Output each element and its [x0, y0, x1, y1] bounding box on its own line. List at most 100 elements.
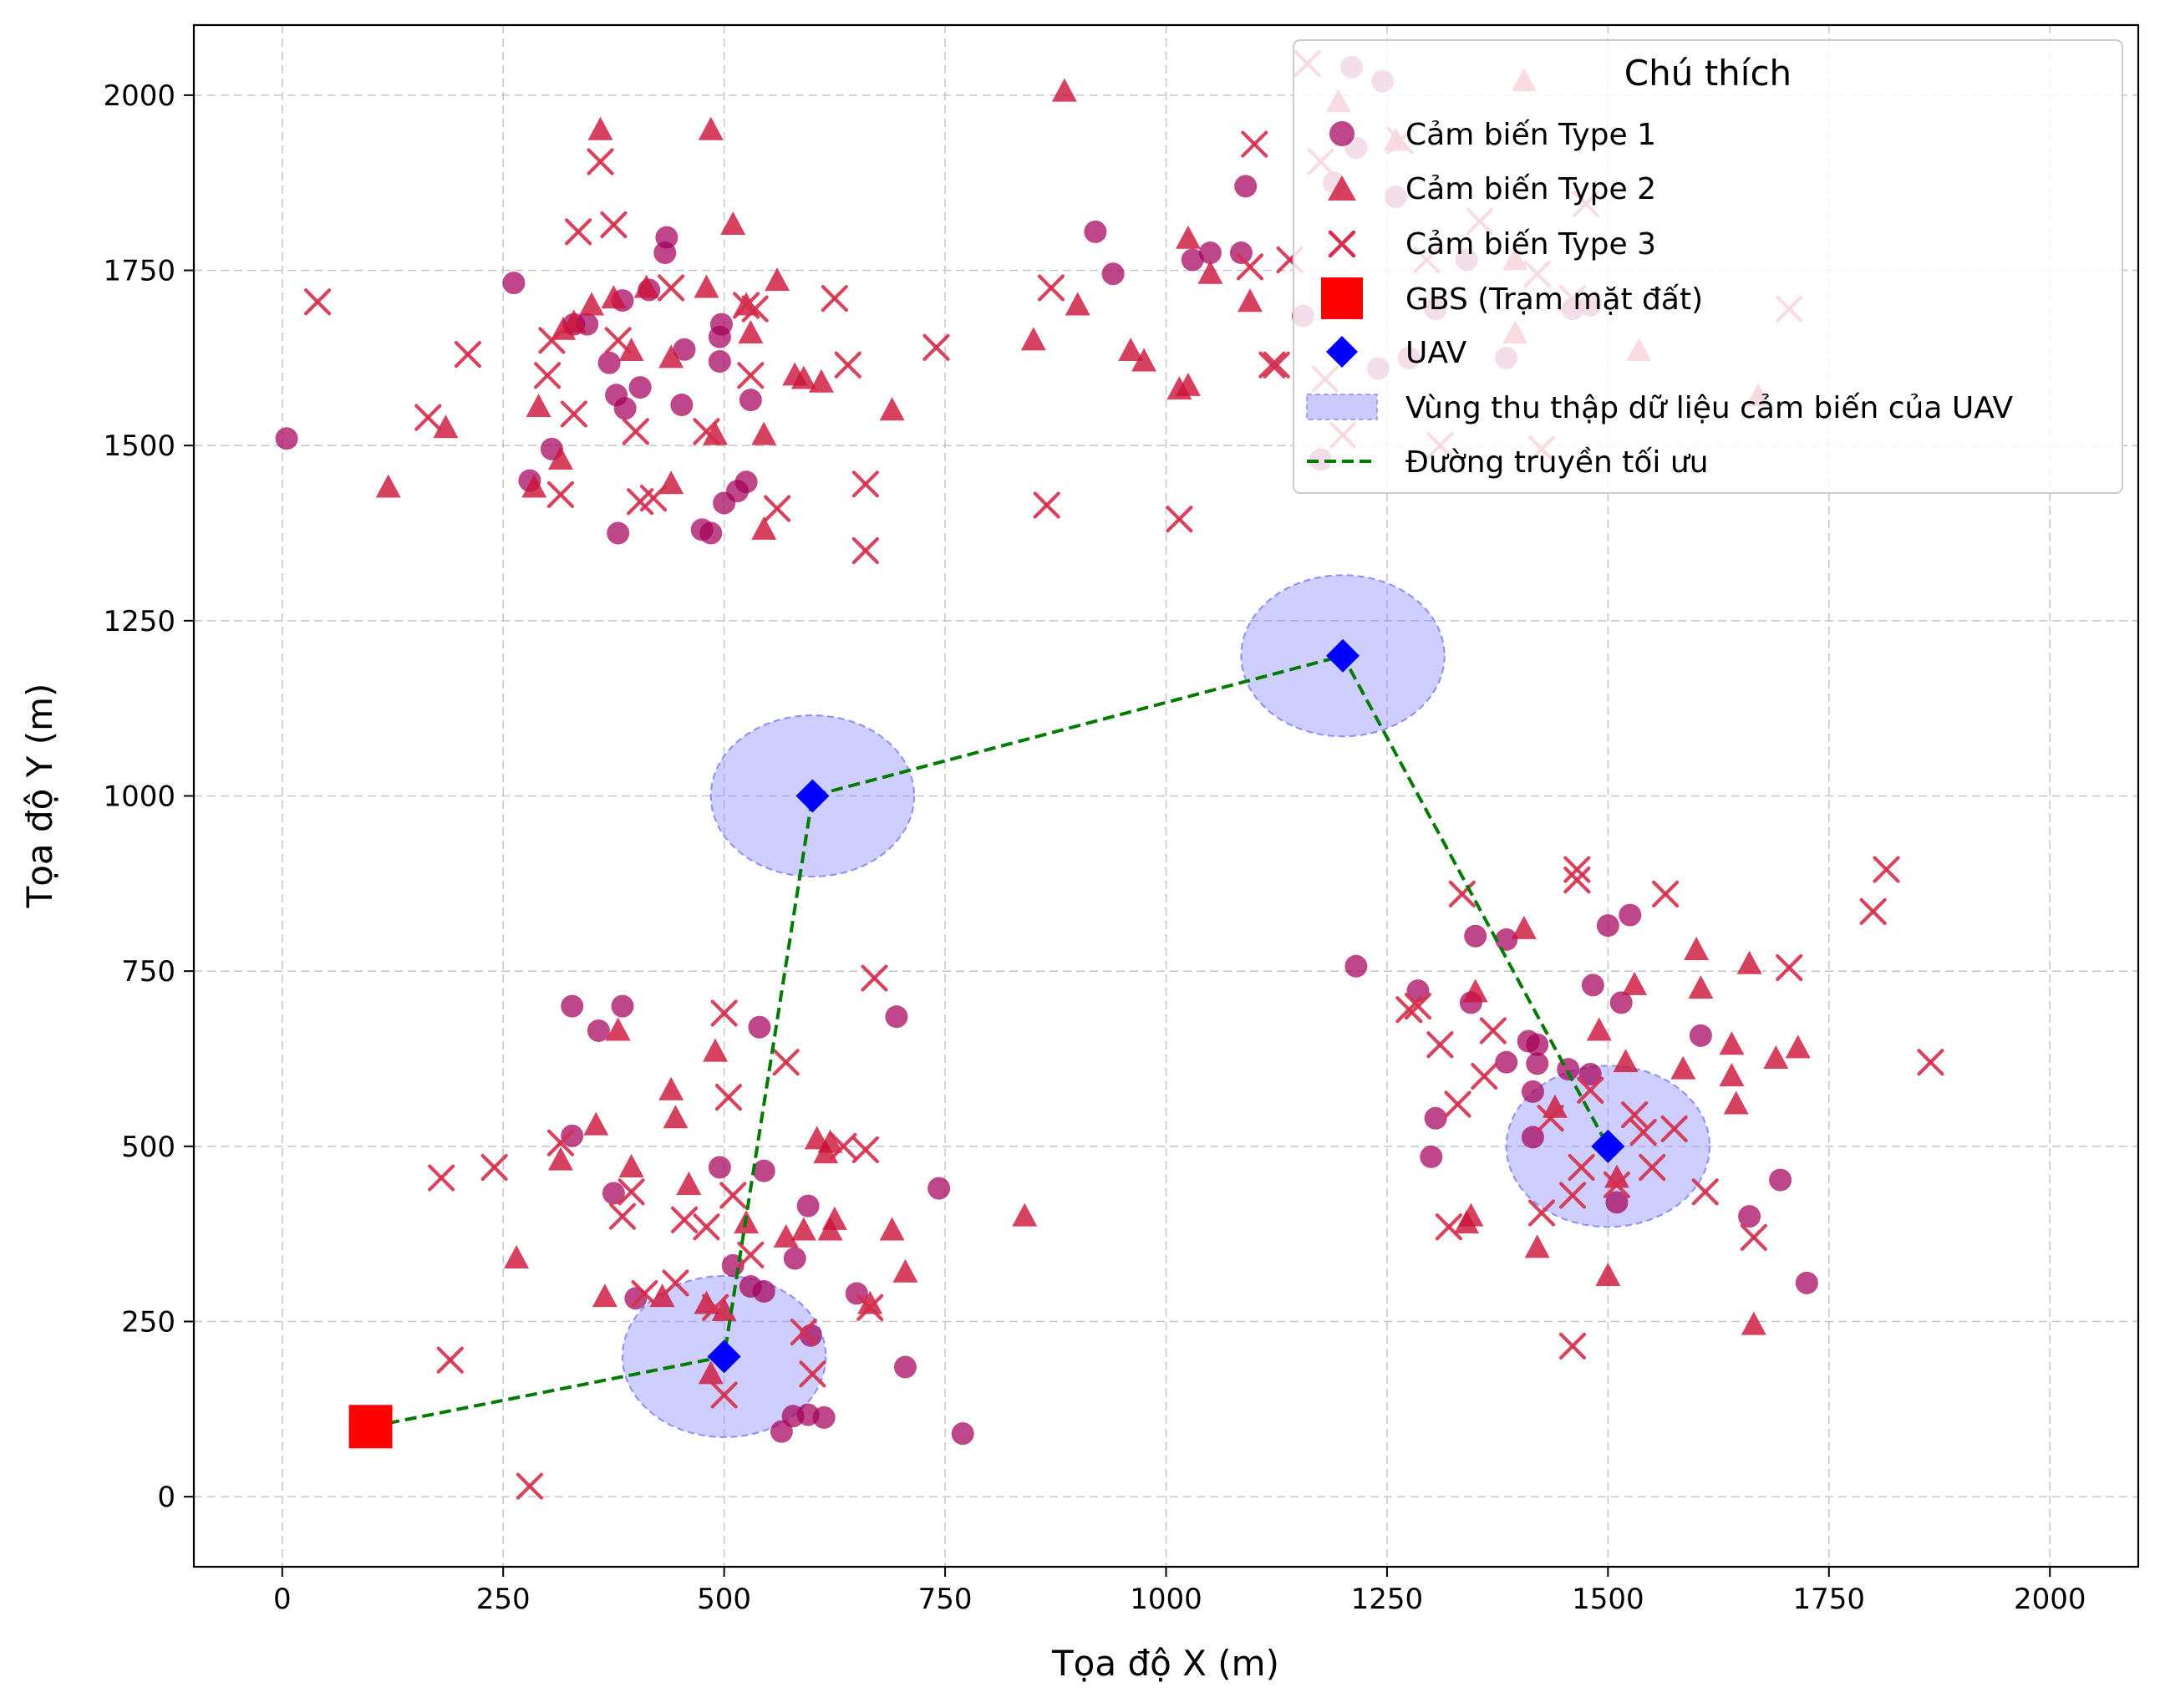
sensor-type2-point: [1670, 1055, 1696, 1080]
sensor-type2-point: [592, 1284, 618, 1308]
sensor-type2-point: [587, 116, 613, 140]
sensor-type1-point: [734, 470, 758, 494]
y-tick-label: 1000: [103, 780, 175, 814]
sensor-type3-point: [861, 964, 888, 992]
sensor-type1-point: [1229, 241, 1253, 265]
x-tick-label: 250: [476, 1583, 531, 1616]
legend-label-region: Vùng thu thập dữ liệu cảm biến của UAV: [1405, 391, 2014, 425]
sensor-type2-point: [703, 421, 729, 445]
sensor-type1-point: [1619, 903, 1642, 927]
sensor-type3-point: [737, 1241, 765, 1268]
sensor-type3-point: [1691, 1178, 1719, 1206]
sensor-type1-point: [1605, 1191, 1629, 1214]
sensor-type2-point: [1785, 1034, 1811, 1059]
sensor-type1-point: [748, 1015, 771, 1039]
sensor-type2-point: [521, 474, 547, 498]
x-tick-label: 1500: [1572, 1583, 1644, 1616]
sensor-type1-point: [1234, 175, 1258, 198]
sensor-type2-point: [808, 369, 834, 393]
sensor-type3-point: [851, 536, 879, 565]
sensor-type1-point: [1424, 1106, 1447, 1130]
sensor-type3-point: [546, 1129, 575, 1156]
sensor-type1-point: [739, 389, 762, 412]
sensor-type1-point: [1084, 220, 1107, 243]
sensor-type1-point: [1181, 248, 1204, 272]
sensor-type3-point: [1859, 897, 1887, 925]
sensor-type1-point: [628, 376, 652, 399]
sensor-type3-point: [658, 274, 685, 302]
sensor-type2-point: [1197, 260, 1223, 284]
legend-marker-region: [1306, 394, 1378, 420]
sensor-type3-point: [1652, 880, 1680, 908]
x-tick-label: 0: [273, 1583, 292, 1616]
sensor-type3-point: [834, 351, 861, 379]
x-axis-label: Tọa độ X (m): [1051, 1643, 1279, 1684]
sensor-type3-point: [631, 1279, 658, 1308]
sensor-type2-point: [1020, 327, 1046, 351]
sensor-type2-point: [751, 421, 777, 445]
sensor-type1-point: [561, 1124, 584, 1147]
sensor-type3-point: [1776, 953, 1803, 982]
legend-marker-type1: [1329, 121, 1354, 146]
sensor-type3-point: [1263, 351, 1290, 379]
sensor-type2-point: [703, 1038, 729, 1062]
legend-label-type3: Cảm biến Type 3: [1405, 227, 1656, 262]
axis-ticks: 0 250 500 750 1000 1250 1500 1750 2000 0 250 500 750…: [103, 79, 2086, 1616]
sensor-type3-point: [737, 362, 765, 389]
legend-label-uav: UAV: [1405, 336, 1467, 370]
sensor-type2-point: [1719, 1062, 1745, 1086]
legend-marker-gbs: [1321, 277, 1363, 319]
sensor-type2-point: [751, 516, 777, 540]
x-tick-label: 500: [697, 1583, 751, 1616]
sensor-type3-point: [1033, 491, 1060, 519]
sensor-type3-point: [1568, 1153, 1595, 1182]
sensor-type3-point: [851, 1136, 879, 1164]
sensor-type2-point: [601, 285, 627, 309]
sensor-type3-point: [710, 1381, 738, 1409]
sensor-type2-point: [658, 1076, 684, 1101]
sensor-type1-point: [1495, 928, 1518, 951]
sensor-type1-point: [1526, 1052, 1549, 1075]
legend-marker-type3: [1328, 230, 1356, 258]
sensor-type1-point: [770, 1420, 793, 1443]
sensor-type2-point: [1458, 1202, 1484, 1227]
sensor-type1-point: [611, 994, 634, 1018]
sensor-type3-point: [732, 292, 760, 319]
sensor-type2-point: [1723, 1090, 1749, 1115]
sensor-type3-point: [454, 341, 481, 369]
sensor-type1-point: [1581, 973, 1604, 997]
sensor-type3-point: [1537, 1105, 1564, 1132]
sensor-type3-point: [436, 1346, 464, 1374]
y-tick-label: 0: [157, 1481, 175, 1514]
sensor-type2-point: [504, 1245, 530, 1268]
sensor-type1-point: [752, 1159, 775, 1182]
y-tick-label: 250: [121, 1305, 175, 1339]
sensor-type2-point: [1511, 915, 1537, 939]
sensor-type1-point: [1795, 1271, 1818, 1294]
sensor-type2-point: [1524, 1234, 1550, 1258]
sensor-type3-point: [546, 480, 575, 508]
sensor-type3-point: [790, 1318, 817, 1346]
sensor-type2-point: [605, 1017, 631, 1041]
sensor-type2-point: [1688, 975, 1714, 999]
sensor-type2-point: [676, 1171, 702, 1195]
sensor-type3-point: [1873, 856, 1900, 883]
sensor-type2-point: [1736, 950, 1762, 974]
sensor-type3-point: [303, 288, 332, 316]
sensor-type2-point: [375, 474, 401, 498]
sensor-type2-point: [817, 1129, 843, 1153]
y-tick-label: 2000: [103, 79, 175, 113]
sensor-type2-point: [879, 1217, 905, 1241]
sensor-type2-point: [1595, 1262, 1621, 1286]
sensor-type2-point: [1741, 1311, 1766, 1335]
sensor-type2-point: [633, 274, 659, 298]
sensor-type2-point: [1622, 971, 1648, 995]
sensor-type3-point: [1639, 1153, 1666, 1182]
sensor-type1-point: [1420, 1145, 1443, 1168]
sensor-type3-point: [693, 418, 720, 445]
legend: Chú thích Cảm biến Type 1 Cảm biến Type …: [1293, 39, 2123, 494]
sensor-type2-point: [526, 394, 551, 418]
sensor-type1-point: [885, 1005, 908, 1029]
sensor-type3-point: [1404, 992, 1432, 1020]
